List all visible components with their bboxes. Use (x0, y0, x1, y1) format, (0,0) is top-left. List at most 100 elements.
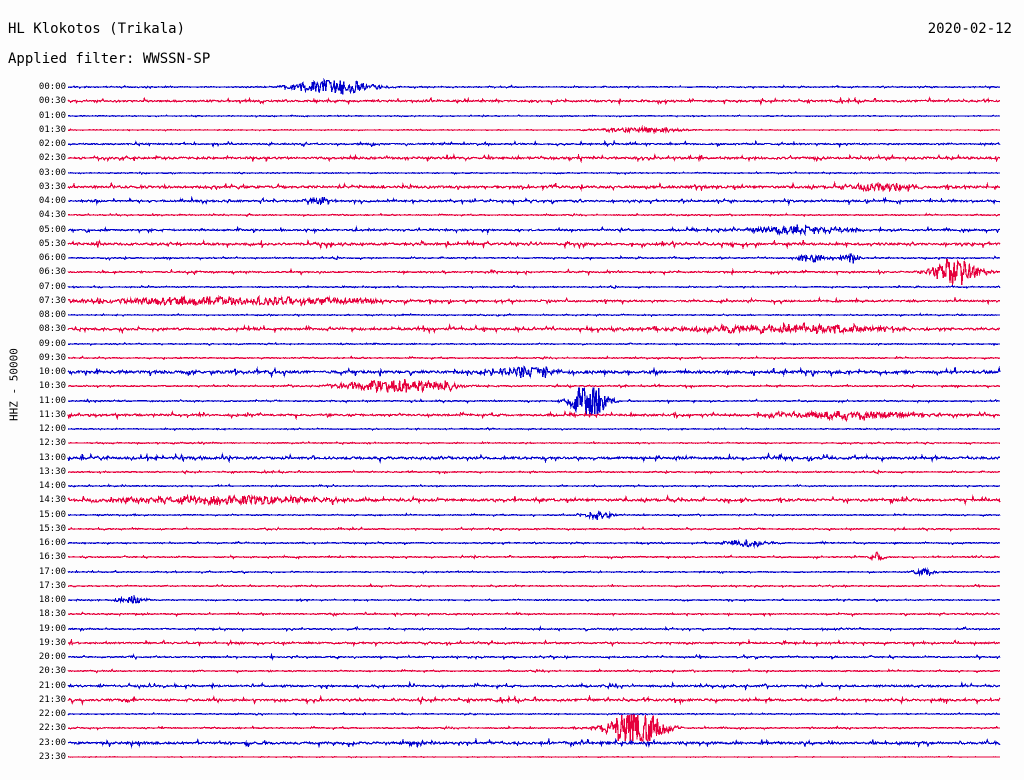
seismic-trace (67, 446, 1001, 470)
time-tick-label: 15:30 (38, 523, 66, 534)
time-tick-label: 14:30 (38, 495, 66, 506)
seismic-trace (67, 161, 1001, 185)
time-tick-label: 15:00 (38, 509, 66, 520)
seismic-trace (67, 118, 1001, 142)
seismic-trace (67, 531, 1001, 555)
time-tick-label: 08:00 (38, 310, 66, 320)
time-tick-label: 17:00 (38, 566, 66, 577)
seismic-trace (67, 488, 1001, 512)
time-tick-label: 05:30 (38, 238, 66, 249)
trace-row: 04:00 (0, 195, 1024, 211)
trace-row: 09:30 (0, 353, 1024, 368)
time-tick-label: 21:00 (38, 680, 66, 691)
time-tick-label: 22:00 (38, 709, 66, 719)
time-tick-label: 19:00 (38, 623, 66, 634)
time-tick-label: 18:00 (38, 595, 66, 605)
trace-row: 10:30 (0, 379, 1024, 396)
seismic-trace (67, 303, 1001, 327)
trace-row: 04:30 (0, 211, 1024, 225)
time-tick-label: 08:30 (38, 324, 66, 335)
seismic-trace (67, 189, 1001, 213)
seismic-trace (67, 431, 1001, 455)
seismic-trace (67, 332, 1001, 356)
time-tick-label: 11:30 (38, 409, 66, 420)
time-tick-label: 14:00 (38, 481, 66, 491)
time-tick-label: 01:30 (38, 124, 66, 135)
trace-row: 21:30 (0, 694, 1024, 710)
date-label: 2020-02-12 (927, 21, 1012, 37)
time-tick-label: 06:30 (38, 267, 66, 278)
trace-row: 13:30 (0, 467, 1024, 482)
seismic-trace (67, 474, 1001, 498)
trace-row: 19:30 (0, 638, 1024, 653)
trace-row: 23:00 (0, 736, 1024, 753)
trace-row: 23:30 (0, 751, 1024, 767)
time-tick-label: 23:30 (38, 751, 66, 762)
time-tick-label: 18:30 (38, 609, 66, 620)
trace-row: 22:30 (0, 714, 1024, 743)
trace-row: 17:30 (0, 580, 1024, 596)
time-tick-label: 12:00 (38, 424, 66, 434)
time-tick-label: 20:30 (38, 666, 66, 677)
seismic-trace (67, 588, 1001, 612)
seismic-trace (67, 545, 1001, 569)
trace-row: 05:30 (0, 238, 1024, 254)
seismic-trace (67, 374, 1001, 398)
time-tick-label: 16:30 (38, 552, 66, 563)
seismic-trace (67, 731, 1001, 755)
seismic-trace (67, 403, 1001, 427)
time-tick-label: 07:00 (38, 281, 66, 292)
seismic-trace (67, 175, 1001, 199)
seismic-trace (67, 617, 1001, 641)
seismic-trace (67, 574, 1001, 598)
seismic-trace (67, 645, 1001, 669)
seismic-trace (67, 560, 1001, 584)
trace-row: 11:00 (0, 386, 1024, 415)
trace-row: 19:00 (0, 623, 1024, 639)
time-tick-label: 07:30 (38, 295, 66, 306)
time-tick-label: 04:00 (38, 196, 66, 206)
trace-row: 07:00 (0, 281, 1024, 297)
trace-row: 08:00 (0, 311, 1024, 325)
time-tick-label: 12:30 (38, 438, 66, 449)
seismic-trace (67, 132, 1001, 156)
seismic-trace (67, 745, 1001, 769)
trace-row: 02:30 (0, 153, 1024, 168)
trace-row: 15:30 (0, 523, 1024, 539)
seismic-trace (67, 674, 1001, 698)
seismic-trace (67, 146, 1001, 170)
time-tick-label: 20:00 (38, 652, 66, 662)
time-tick-label: 11:00 (38, 395, 66, 406)
seismic-trace (67, 203, 1001, 227)
seismic-trace (67, 89, 1001, 113)
trace-row: 03:00 (0, 167, 1024, 183)
trace-row: 05:00 (0, 223, 1024, 240)
time-tick-label: 22:30 (38, 723, 66, 734)
time-tick-label: 05:00 (38, 224, 66, 235)
trace-row: 11:30 (0, 409, 1024, 425)
trace-row: 02:00 (0, 140, 1024, 154)
trace-row: 14:30 (0, 493, 1024, 510)
seismic-trace (67, 289, 1001, 313)
trace-row: 13:00 (0, 451, 1024, 468)
time-tick-label: 17:30 (38, 580, 66, 591)
time-tick-label: 21:30 (38, 694, 66, 705)
trace-row: 20:30 (0, 667, 1024, 681)
time-tick-label: 01:00 (38, 110, 66, 121)
seismic-trace (67, 259, 1001, 286)
seismic-trace (67, 517, 1001, 541)
time-tick-label: 03:00 (38, 167, 66, 178)
trace-row: 21:00 (0, 680, 1024, 696)
trace-row: 16:30 (0, 551, 1024, 567)
seismic-trace (67, 218, 1001, 242)
trace-row: 18:30 (0, 610, 1024, 624)
seismic-trace (67, 659, 1001, 683)
trace-row: 00:00 (0, 77, 1024, 97)
time-tick-label: 13:00 (38, 452, 66, 463)
seismic-trace (67, 246, 1001, 270)
seismic-trace (67, 232, 1001, 256)
helicorder-plot: 00:00 00:30 01:00 01:30 02:00 02:30 03:00 03:30… (0, 77, 1024, 772)
seismic-trace (67, 346, 1001, 370)
time-tick-label: 06:00 (38, 253, 66, 263)
